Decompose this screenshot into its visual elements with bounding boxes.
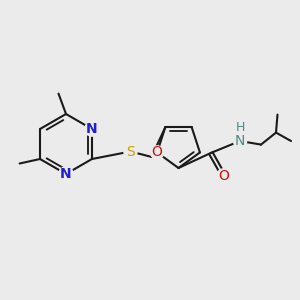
- Text: O: O: [218, 169, 229, 182]
- Circle shape: [233, 134, 247, 148]
- Circle shape: [59, 167, 73, 181]
- Circle shape: [217, 169, 230, 182]
- Circle shape: [85, 122, 99, 136]
- Text: H: H: [235, 121, 245, 134]
- Text: O: O: [152, 146, 163, 160]
- Text: N: N: [60, 167, 72, 181]
- Circle shape: [124, 145, 137, 158]
- Text: N: N: [235, 134, 245, 148]
- Text: S: S: [126, 145, 135, 158]
- Text: N: N: [86, 122, 98, 136]
- Circle shape: [235, 122, 245, 133]
- Circle shape: [151, 146, 164, 159]
